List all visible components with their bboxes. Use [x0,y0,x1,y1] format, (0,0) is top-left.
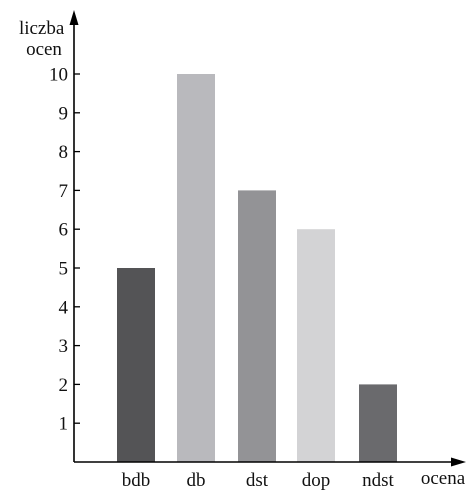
x-category-label-dst: dst [246,470,269,491]
y-axis-label-line-1: liczba [19,18,65,39]
y-ticks-group: 1 2 3 4 5 6 7 8 9 10 [49,65,80,435]
bar-ndst [359,384,397,462]
y-axis-label-line-2: ocen [26,39,62,60]
y-tick-label-7: 7 [59,181,69,202]
bar-bdb [117,268,155,462]
y-tick-label-2: 2 [59,375,69,396]
x-category-label-bdb: bdb [122,470,151,491]
x-axis-label: ocena [421,468,466,489]
x-category-label-db: db [187,470,206,491]
x-category-label-ndst: ndst [362,470,394,491]
x-categories-group: bdb db dst dop ndst [122,470,395,491]
y-tick-label-1: 1 [59,414,69,435]
y-tick-label-4: 4 [59,297,69,318]
y-tick-label-10: 10 [49,65,68,86]
y-tick-label-3: 3 [59,336,69,357]
bar-dop [297,229,335,462]
y-tick-label-8: 8 [59,142,69,163]
y-tick-label-5: 5 [59,259,69,280]
y-axis-label: liczba ocen [19,18,69,60]
y-axis-arrow [69,10,79,25]
bars-group [117,74,397,462]
y-tick-label-6: 6 [59,220,69,241]
x-axis-arrow [451,457,466,467]
x-category-label-dop: dop [302,470,331,491]
bar-db [177,74,215,462]
bar-dst [238,190,276,462]
y-tick-label-9: 9 [59,103,69,124]
